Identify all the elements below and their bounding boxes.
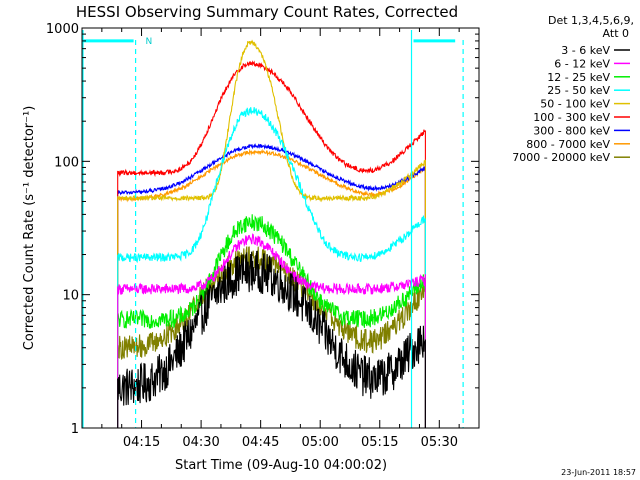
- chart-title: HESSI Observing Summary Count Rates, Cor…: [76, 3, 458, 21]
- legend-label: 100 - 300 keV: [533, 111, 610, 124]
- legend-label: 3 - 6 keV: [561, 44, 610, 57]
- series-line-6-12-kev: [117, 233, 426, 428]
- y-tick-label: 1000: [46, 22, 79, 37]
- y-tick-label: 100: [54, 155, 79, 170]
- x-axis-label: Start Time (09-Aug-10 04:00:02): [175, 458, 387, 473]
- legend-header-line-2: Att 0: [603, 27, 629, 40]
- x-tick-label: 05:00: [301, 435, 338, 450]
- legend-label: 7000 - 20000 keV: [512, 151, 610, 164]
- footer-date: 23-Jun-2011 18:57: [561, 468, 636, 477]
- series-line-25-50-kev: [117, 107, 426, 428]
- legend-label: 6 - 12 keV: [554, 57, 610, 70]
- x-tick-label: 04:45: [242, 435, 279, 450]
- series-line-3-6-kev: [117, 250, 426, 428]
- y-tick-label: 10: [62, 289, 79, 304]
- legend-label: 800 - 7000 keV: [526, 138, 610, 151]
- series-line-12-25-kev: [117, 214, 426, 428]
- x-tick-label: 05:15: [361, 435, 398, 450]
- x-tick-label: 04:15: [123, 435, 160, 450]
- legend-header-line-1: Det 1,3,4,5,6,9,: [548, 14, 634, 27]
- series-line-100-300-kev: [117, 60, 426, 428]
- legend-label: 300 - 800 keV: [533, 124, 610, 137]
- legend-label: 50 - 100 keV: [540, 98, 610, 111]
- y-tick-label: 1: [71, 422, 79, 437]
- night-label: N: [146, 37, 153, 47]
- legend-label: 12 - 25 keV: [547, 71, 610, 84]
- marker-layer: N: [82, 30, 464, 428]
- series-line-50-100-kev: [117, 39, 426, 428]
- axis-layer: 04:15 04:30 04:45 05:00 05:15 05:30 1 10 100 1000: [46, 22, 480, 450]
- legend-label: 25 - 50 keV: [547, 84, 610, 97]
- series-line-300-800-kev: [117, 142, 426, 428]
- y-axis-label: Corrected Count Rate (s⁻¹ detector⁻¹): [22, 106, 37, 351]
- x-tick-label: 04:30: [182, 435, 219, 450]
- data-layer: [117, 39, 426, 428]
- x-tick-label: 05:30: [421, 435, 458, 450]
